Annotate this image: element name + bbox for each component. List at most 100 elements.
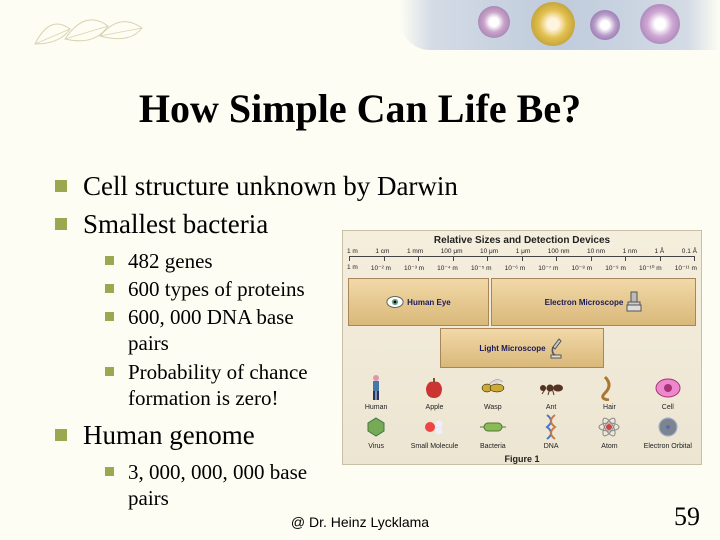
scale-item: Bacteria	[466, 413, 520, 450]
device-label: Human Eye	[407, 298, 451, 307]
scale-label: 10⁻² m	[371, 264, 391, 272]
devices-row: Human Eye Electron Microscope	[343, 278, 701, 326]
atom-icon	[597, 415, 621, 439]
sub-bullet-text: 3, 000, 000, 000 base pairs	[128, 459, 338, 512]
ant-icon	[538, 380, 564, 396]
scale-bottom-row: 1 m 10⁻² m 10⁻³ m 10⁻⁴ m 10⁻⁵ m 10⁻⁶ m 1…	[343, 262, 701, 272]
bullet-item: Cell structure unknown by Darwin	[55, 170, 675, 204]
slide-title: How Simple Can Life Be?	[0, 85, 720, 132]
light-microscope-icon	[549, 337, 565, 359]
scale-label: 1 mm	[407, 248, 423, 255]
eye-icon	[386, 293, 404, 311]
wasp-icon	[479, 378, 507, 398]
bullet-icon	[105, 312, 114, 321]
page-number: 59	[674, 502, 700, 532]
flower-icon	[531, 2, 575, 46]
sub-bullet-item: 3, 000, 000, 000 base pairs	[105, 459, 675, 512]
bullet-icon	[105, 256, 114, 265]
scale-item: Small Molecule	[407, 413, 461, 450]
scale-item: Human	[349, 374, 403, 411]
leaf-sketch-icon	[30, 4, 150, 54]
sub-bullet-text: 600, 000 DNA base pairs	[128, 304, 338, 357]
item-label: Human	[365, 404, 388, 411]
scale-label: 10⁻³ m	[404, 264, 424, 272]
scale-item: DNA	[524, 413, 578, 450]
bullet-text: Human genome	[83, 419, 255, 453]
electron-microscope-icon	[626, 291, 642, 313]
scale-item: Apple	[407, 374, 461, 411]
footer-credit: @ Dr. Heinz Lycklama	[0, 514, 720, 530]
scale-label: 1 nm	[623, 248, 637, 255]
items-grid: Human Apple Wasp Ant Hair Cell Virus Sm	[343, 368, 701, 450]
bacteria-icon	[480, 420, 506, 434]
scale-label: 10 μm	[480, 248, 498, 255]
scale-label: 10 nm	[587, 248, 605, 255]
bullet-icon	[55, 218, 67, 230]
electron-orbital-icon	[657, 416, 679, 438]
item-label: Atom	[601, 443, 617, 450]
bullet-text: Cell structure unknown by Darwin	[83, 170, 458, 204]
scale-label: 1 cm	[375, 248, 389, 255]
scale-figure: Relative Sizes and Detection Devices 1 m…	[342, 230, 702, 465]
scale-label: 10⁻⁹ m	[605, 264, 626, 272]
scale-item: Hair	[582, 374, 636, 411]
scale-label: 10⁻¹¹ m	[675, 264, 697, 272]
scale-label: 100 μm	[441, 248, 463, 255]
item-label: Electron Orbital	[644, 443, 692, 450]
item-label: Wasp	[484, 404, 502, 411]
item-label: DNA	[544, 443, 559, 450]
scale-item: Wasp	[466, 374, 520, 411]
device-electron-microscope: Electron Microscope	[491, 278, 696, 326]
scale-top-row: 1 m 1 cm 1 mm 100 μm 10 μm 1 μm 100 nm 1…	[343, 246, 701, 255]
device-label: Electron Microscope	[545, 298, 624, 307]
item-label: Hair	[603, 404, 616, 411]
figure-title: Relative Sizes and Detection Devices	[343, 231, 701, 246]
item-label: Apple	[426, 404, 444, 411]
figure-caption: Figure 1	[343, 454, 701, 464]
item-label: Small Molecule	[411, 443, 458, 450]
device-light-microscope: Light Microscope	[440, 328, 605, 368]
scale-axis	[349, 256, 695, 262]
scale-label: 1 m	[347, 248, 358, 255]
scale-item: Atom	[582, 413, 636, 450]
bullet-icon	[55, 429, 67, 441]
dna-icon	[543, 414, 559, 440]
scale-label: 10⁻⁴ m	[437, 264, 458, 272]
bullet-icon	[55, 180, 67, 192]
sub-bullet-text: Probability of chance formation is zero!	[128, 359, 338, 412]
scale-label: 100 nm	[548, 248, 570, 255]
human-icon	[367, 374, 385, 402]
scale-label: 10⁻⁶ m	[505, 264, 526, 272]
sub-bullet-text: 600 types of proteins	[128, 276, 305, 302]
scale-label: 1 m	[347, 264, 358, 272]
sub-bullet-list: 3, 000, 000, 000 base pairs	[105, 459, 675, 512]
flower-icon	[640, 4, 680, 44]
scale-label: 10⁻¹⁰ m	[639, 264, 662, 272]
bullet-icon	[105, 367, 114, 376]
item-label: Bacteria	[480, 443, 506, 450]
scale-item: Virus	[349, 413, 403, 450]
scale-label: 1 μm	[516, 248, 531, 255]
hair-icon	[599, 375, 619, 401]
virus-icon	[365, 416, 387, 438]
flower-icon	[590, 10, 620, 40]
scale-label: 10⁻⁵ m	[471, 264, 492, 272]
bullet-icon	[105, 284, 114, 293]
bullet-icon	[105, 467, 114, 476]
molecule-icon	[422, 416, 446, 438]
item-label: Cell	[662, 404, 674, 411]
devices-row-2: Light Microscope	[343, 328, 701, 368]
decorative-header	[0, 0, 720, 60]
item-label: Virus	[368, 443, 384, 450]
scale-label: 0.1 Å	[682, 248, 697, 255]
device-label: Light Microscope	[479, 344, 545, 353]
bullet-text: Smallest bacteria	[83, 208, 268, 242]
item-label: Ant	[546, 404, 557, 411]
scale-label: 1 Å	[655, 248, 665, 255]
cell-icon	[655, 377, 681, 399]
sub-bullet-text: 482 genes	[128, 248, 213, 274]
scale-item: Electron Orbital	[641, 413, 695, 450]
scale-item: Ant	[524, 374, 578, 411]
scale-label: 10⁻⁸ m	[572, 264, 593, 272]
apple-icon	[422, 376, 446, 400]
